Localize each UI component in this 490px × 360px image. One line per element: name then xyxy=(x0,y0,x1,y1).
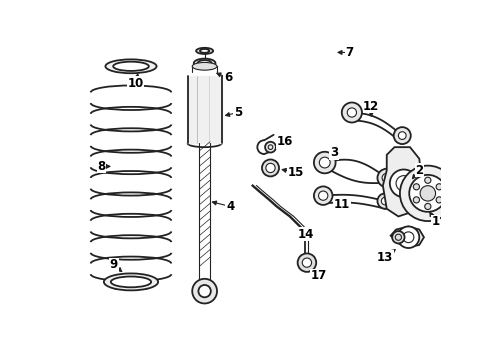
Ellipse shape xyxy=(113,62,149,71)
Circle shape xyxy=(425,203,431,210)
Polygon shape xyxy=(383,147,421,216)
Circle shape xyxy=(342,103,362,122)
Ellipse shape xyxy=(104,274,158,291)
Circle shape xyxy=(398,132,406,139)
Circle shape xyxy=(198,285,211,297)
Circle shape xyxy=(266,163,275,172)
Ellipse shape xyxy=(111,276,151,287)
Circle shape xyxy=(377,169,396,187)
Circle shape xyxy=(436,184,442,190)
Circle shape xyxy=(381,197,389,205)
Circle shape xyxy=(414,197,419,203)
Text: 12: 12 xyxy=(363,100,379,113)
Text: 13: 13 xyxy=(377,251,393,264)
Text: 10: 10 xyxy=(127,77,144,90)
Circle shape xyxy=(409,175,446,212)
Text: 16: 16 xyxy=(276,135,293,148)
Circle shape xyxy=(382,173,392,183)
Text: 14: 14 xyxy=(298,228,315,240)
Text: 1: 1 xyxy=(432,215,440,228)
Text: 9: 9 xyxy=(110,258,118,271)
Ellipse shape xyxy=(196,48,213,54)
Circle shape xyxy=(347,108,357,117)
Text: 5: 5 xyxy=(234,106,242,119)
Circle shape xyxy=(297,253,316,272)
Circle shape xyxy=(414,184,419,190)
Text: 17: 17 xyxy=(311,269,327,282)
Text: 15: 15 xyxy=(288,166,304,179)
Text: 6: 6 xyxy=(224,71,232,84)
Circle shape xyxy=(425,177,431,183)
Text: 4: 4 xyxy=(226,200,234,213)
Circle shape xyxy=(394,127,411,144)
Circle shape xyxy=(302,258,312,267)
Circle shape xyxy=(377,193,393,209)
Ellipse shape xyxy=(192,62,217,70)
Circle shape xyxy=(314,152,336,173)
Circle shape xyxy=(265,142,276,153)
Text: 11: 11 xyxy=(334,198,350,211)
Circle shape xyxy=(390,170,418,197)
Circle shape xyxy=(420,186,436,201)
Circle shape xyxy=(392,231,405,243)
Circle shape xyxy=(319,157,330,168)
Polygon shape xyxy=(391,226,424,247)
Circle shape xyxy=(436,197,442,203)
Ellipse shape xyxy=(197,60,212,66)
Ellipse shape xyxy=(200,49,209,53)
Circle shape xyxy=(192,279,217,303)
Circle shape xyxy=(397,226,419,248)
Text: 7: 7 xyxy=(345,46,354,59)
Ellipse shape xyxy=(194,59,216,68)
Ellipse shape xyxy=(105,59,157,73)
Text: 8: 8 xyxy=(98,160,106,173)
Circle shape xyxy=(318,191,328,200)
Text: 3: 3 xyxy=(330,146,338,159)
Circle shape xyxy=(400,166,456,221)
Text: 2: 2 xyxy=(415,164,423,177)
Circle shape xyxy=(262,159,279,176)
Circle shape xyxy=(314,186,333,205)
